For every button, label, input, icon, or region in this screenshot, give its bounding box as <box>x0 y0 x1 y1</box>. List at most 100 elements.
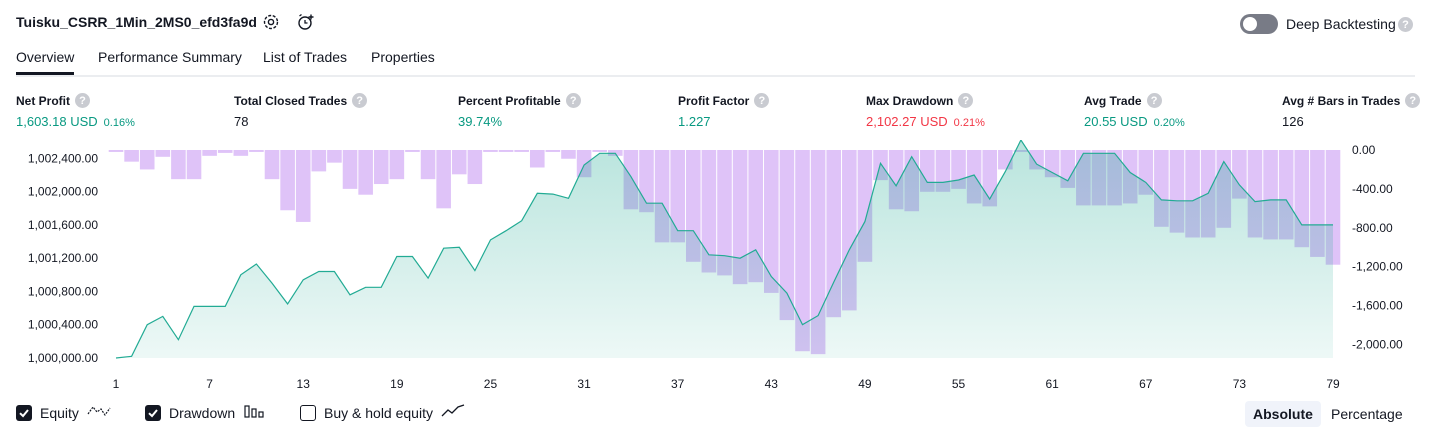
settings-gear-icon[interactable] <box>261 12 281 32</box>
add-alert-clock-icon[interactable] <box>296 12 316 32</box>
equity-line-icon <box>87 403 111 422</box>
equity-line <box>115 140 1333 359</box>
legend-buy-hold[interactable]: Buy & hold equity <box>300 403 465 422</box>
drawdown-bar <box>389 150 405 180</box>
help-icon[interactable]: ? <box>75 93 90 108</box>
metric-value: 2,102.27 USD <box>866 114 948 129</box>
help-icon[interactable]: ? <box>352 93 368 108</box>
drawdown-bar <box>670 150 685 243</box>
metric-percent: 0.16% <box>103 117 135 129</box>
drawdown-bar <box>514 150 529 152</box>
metric-avg-trade: Avg Trade? 20.55 USD 0.20% <box>1084 93 1185 129</box>
metric-label: Avg # Bars in Trades <box>1282 93 1401 108</box>
tab-overview[interactable]: Overview <box>16 49 75 75</box>
help-icon[interactable]: ? <box>1398 17 1413 32</box>
drawdown-bar <box>186 150 202 180</box>
left-axis-tick: 1,000,000.00 <box>28 351 98 365</box>
drawdown-label: Drawdown <box>169 404 236 421</box>
right-axis-tick: -800.00 <box>1352 221 1393 235</box>
x-axis-tick: 13 <box>297 377 311 391</box>
equity-drawdown-chart[interactable]: 1,000,000.00 1,000,400.00 1,000,800.00 1,00… <box>0 140 1431 395</box>
drawdown-bars-icon <box>243 403 265 422</box>
drawdown-bar <box>529 150 545 168</box>
drawdown-bar <box>810 150 826 355</box>
right-axis-tick: -1,200.00 <box>1352 260 1403 274</box>
x-axis-tick: 49 <box>858 377 872 391</box>
left-axis-tick: 1,002,000.00 <box>28 185 98 199</box>
right-axis-tick: -1,600.00 <box>1352 299 1403 313</box>
absolute-mode-button[interactable]: Absolute <box>1245 401 1321 427</box>
tab-properties[interactable]: Properties <box>371 49 435 65</box>
metric-max-drawdown: Max Drawdown? 2,102.27 USD 0.21% <box>866 93 985 129</box>
drawdown-bar <box>295 150 311 222</box>
left-axis-tick: 1,002,400.00 <box>28 151 98 165</box>
drawdown-bar <box>732 150 748 285</box>
metric-total-closed-trades: Total Closed Trades? 78 <box>234 93 368 129</box>
drawdown-bar <box>124 150 139 162</box>
buy-hold-label: Buy & hold equity <box>324 404 433 421</box>
x-axis-tick: 73 <box>1233 377 1247 391</box>
drawdown-bar <box>436 150 451 209</box>
drawdown-bar <box>233 150 249 156</box>
drawdown-bar <box>327 150 342 163</box>
deep-backtesting-label: Deep Backtesting <box>1286 16 1396 32</box>
x-axis-tick: 55 <box>952 377 966 391</box>
metric-value: 78 <box>234 114 249 129</box>
equity-checkbox[interactable] <box>16 404 32 421</box>
help-icon[interactable]: ? <box>958 93 974 108</box>
metric-percent: 0.20% <box>1153 117 1185 129</box>
equity-area <box>116 140 1333 358</box>
help-icon[interactable]: ? <box>1405 93 1421 108</box>
percentage-mode-button[interactable]: Percentage <box>1331 406 1403 422</box>
drawdown-bar <box>155 150 171 157</box>
tab-performance-summary[interactable]: Performance Summary <box>98 49 242 65</box>
metric-value: 1,603.18 USD <box>16 114 98 129</box>
left-axis-tick: 1,000,400.00 <box>28 318 98 332</box>
x-axis-tick: 79 <box>1326 377 1340 391</box>
metric-net-profit: Net Profit? 1,603.18 USD 0.16% <box>16 93 135 129</box>
drawdown-bar <box>451 150 467 175</box>
legend-equity[interactable]: Equity <box>16 403 111 422</box>
metric-profit-factor: Profit Factor? 1.227 <box>678 93 770 129</box>
drawdown-bar <box>779 150 795 321</box>
left-axis-tick: 1,001,600.00 <box>28 218 98 232</box>
right-axis-tick: -400.00 <box>1352 182 1393 196</box>
buy-hold-checkbox[interactable] <box>300 404 316 421</box>
drawdown-checkbox[interactable] <box>145 404 161 421</box>
drawdown-bar <box>545 150 561 152</box>
metric-value: 39.74% <box>458 114 503 129</box>
drawdown-bar <box>373 150 389 185</box>
tab-list-of-trades[interactable]: List of Trades <box>263 49 348 65</box>
deep-backtesting-toggle[interactable] <box>1240 14 1278 34</box>
right-axis-tick: 0.00 <box>1352 143 1376 157</box>
drawdown-bar <box>171 150 186 180</box>
help-icon[interactable]: ? <box>565 93 581 108</box>
drawdown-bar <box>358 150 373 195</box>
x-axis-tick: 37 <box>671 377 685 391</box>
x-axis-tick: 25 <box>484 377 498 391</box>
metric-label: Total Closed Trades <box>234 93 348 108</box>
drawdown-bar <box>483 150 498 152</box>
metric-label: Percent Profitable <box>458 93 561 108</box>
x-axis-tick: 1 <box>113 377 120 391</box>
metric-label: Net Profit <box>16 93 70 108</box>
help-icon[interactable]: ? <box>1146 93 1162 108</box>
left-axis-tick: 1,000,800.00 <box>28 284 98 298</box>
drawdown-bar <box>405 150 420 152</box>
right-axis-tick: -2,000.00 <box>1352 337 1403 351</box>
x-axis-tick: 31 <box>577 377 591 391</box>
drawdown-bar <box>701 150 717 273</box>
drawdown-bar <box>717 150 732 276</box>
x-axis-tick: 43 <box>765 377 779 391</box>
drawdown-bar <box>280 150 295 211</box>
help-icon[interactable]: ? <box>754 93 770 108</box>
drawdown-bar <box>592 150 607 152</box>
metric-value: 1.227 <box>678 114 711 129</box>
drawdown-bar <box>264 150 280 180</box>
drawdown-bar <box>561 150 576 159</box>
metric-percent: 0.21% <box>953 117 985 129</box>
drawdown-bar <box>498 150 514 152</box>
x-axis-tick: 67 <box>1139 377 1153 391</box>
legend-drawdown[interactable]: Drawdown <box>145 403 265 422</box>
metric-label: Max Drawdown <box>866 93 954 108</box>
